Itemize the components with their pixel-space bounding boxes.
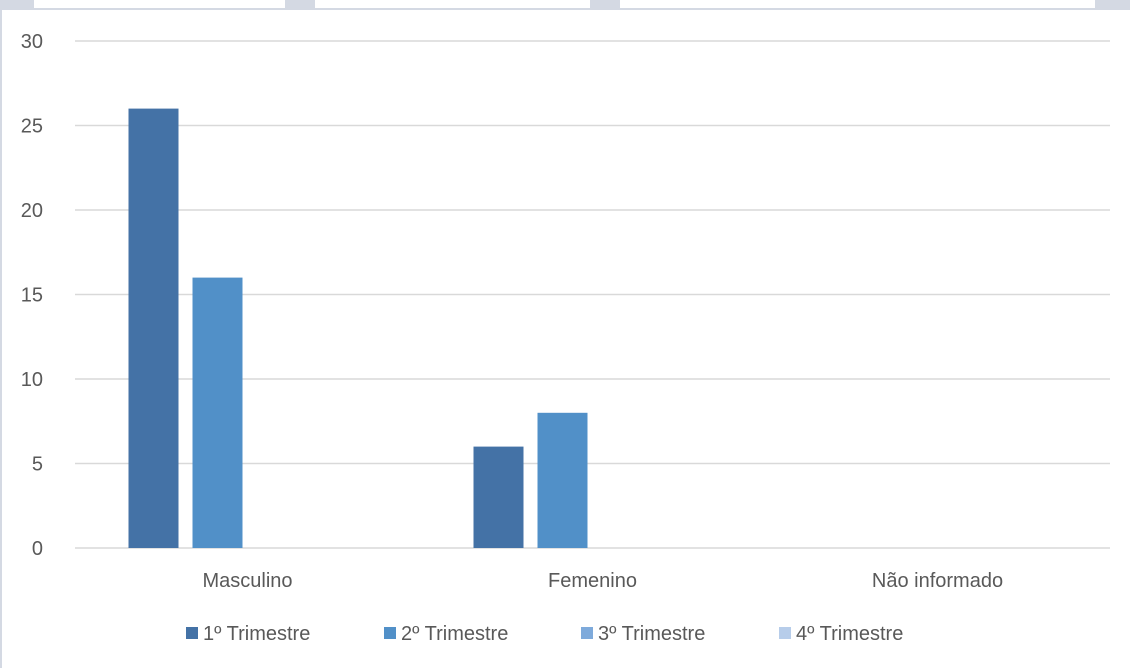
y-tick-label: 0 [32,538,43,560]
bar [129,109,179,548]
x-category-label: Não informado [872,570,1003,592]
y-tick-label: 10 [21,369,43,391]
y-tick-label: 20 [21,200,43,222]
legend-label: 3º Trimestre [598,623,705,645]
y-tick-label: 30 [21,31,43,53]
legend-swatch [186,627,198,639]
legend-label: 1º Trimestre [203,623,310,645]
bar [193,278,243,548]
x-category-label: Masculino [202,570,292,592]
legend-swatch [581,627,593,639]
bar [474,447,524,548]
legend-swatch [384,627,396,639]
x-category-label: Femenino [548,570,637,592]
legend-label: 4º Trimestre [796,623,903,645]
bar [538,413,588,548]
y-tick-label: 15 [21,285,43,307]
legend-swatch [779,627,791,639]
y-tick-label: 25 [21,116,43,138]
y-tick-label: 5 [32,454,43,476]
legend-label: 2º Trimestre [401,623,508,645]
